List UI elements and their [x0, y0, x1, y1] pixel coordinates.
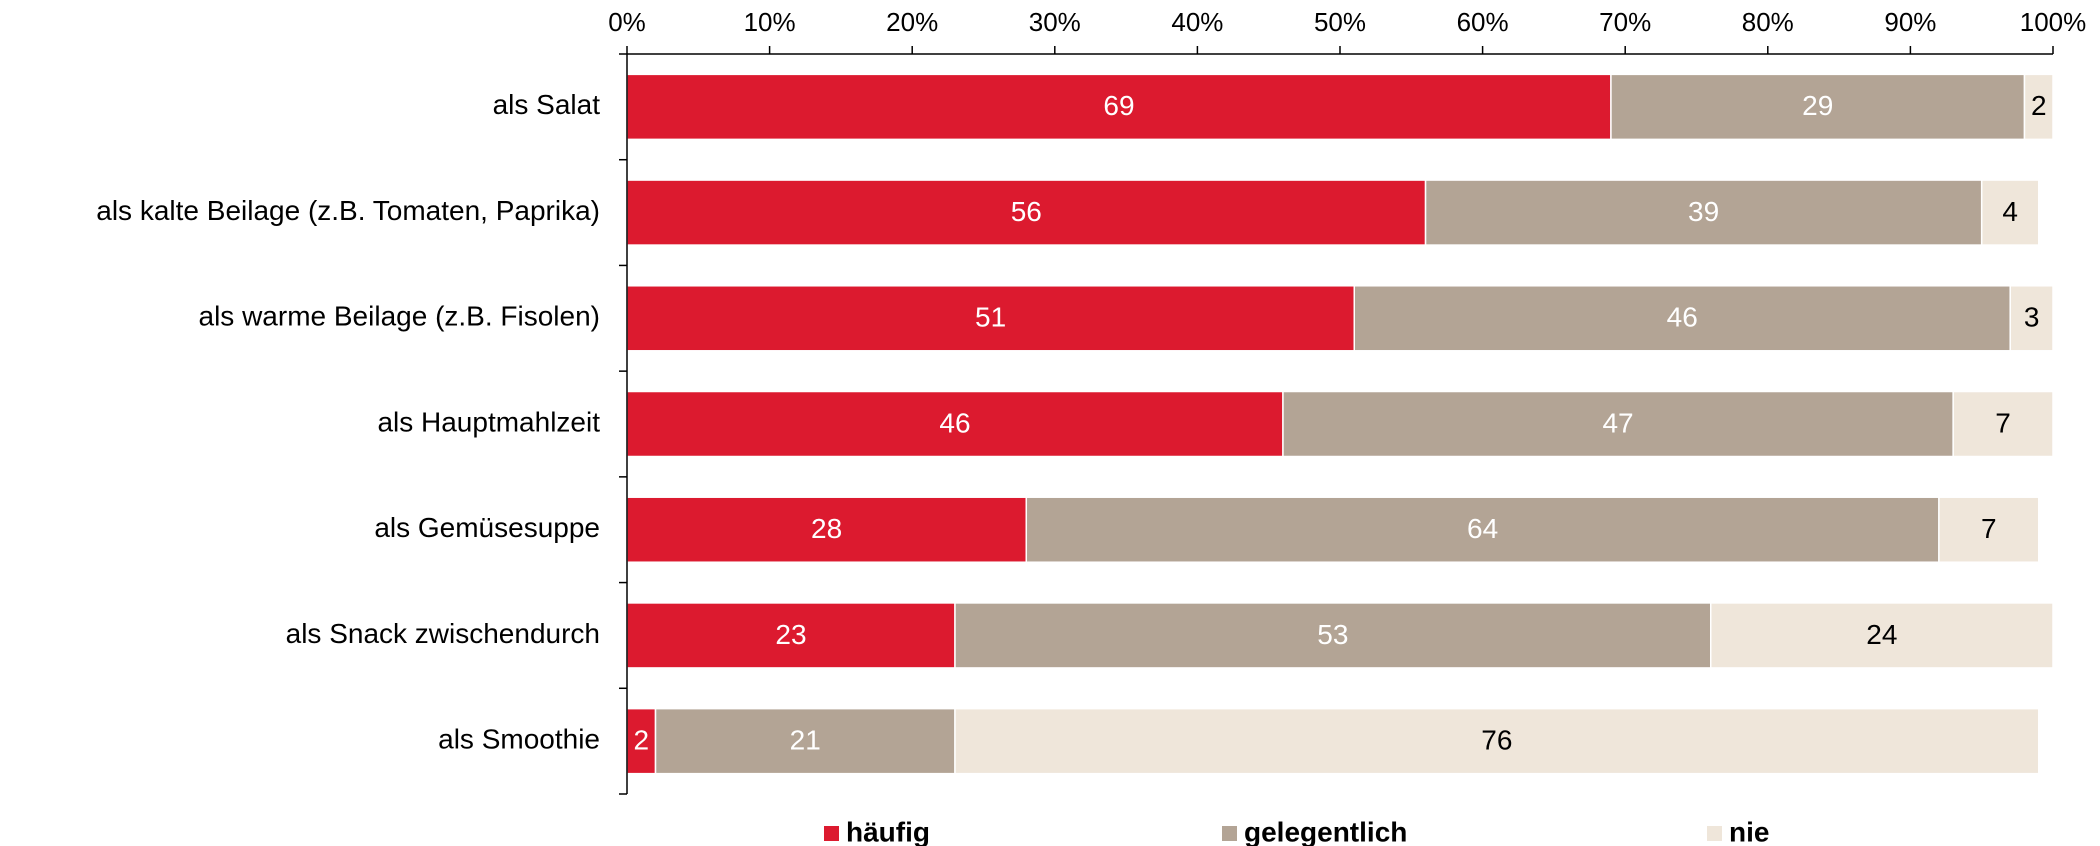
category-label: als Gemüsesuppe [374, 512, 600, 543]
category-label: als Hauptmahlzeit [377, 406, 600, 437]
data-label: 46 [1667, 302, 1698, 333]
data-label: 7 [1981, 513, 1997, 544]
data-label: 23 [775, 619, 806, 650]
data-label: 56 [1011, 196, 1042, 227]
bar-segment [626, 707, 657, 775]
data-label: 2 [633, 725, 649, 756]
data-label: 53 [1317, 619, 1348, 650]
bar-segment [626, 285, 1356, 352]
data-label: 64 [1467, 513, 1498, 544]
data-label: 69 [1103, 90, 1134, 121]
data-label: 51 [975, 302, 1006, 333]
bar-segment [954, 707, 2040, 775]
x-tick-label: 50% [1314, 7, 1366, 37]
bar-segment [954, 602, 1712, 669]
data-label: 3 [2024, 302, 2040, 333]
data-label: 24 [1866, 619, 1897, 650]
legend-label: häufig [846, 816, 930, 846]
bar-segment [2009, 285, 2054, 352]
data-label: 2 [2031, 90, 2047, 121]
data-label: 47 [1602, 407, 1633, 438]
x-tick-label: 80% [1742, 7, 1794, 37]
bar-segment [1710, 602, 2054, 669]
x-tick-label: 70% [1599, 7, 1651, 37]
category-label: als Smoothie [438, 724, 600, 755]
legend-label: nie [1729, 816, 1769, 846]
category-label: als Snack zwischendurch [286, 618, 600, 649]
data-label: 29 [1802, 90, 1833, 121]
bar-segment [1353, 285, 2011, 352]
legend-swatch [1222, 826, 1237, 841]
bar-segment [1424, 179, 1983, 246]
data-label: 46 [939, 407, 970, 438]
bar-segment [1980, 179, 2040, 246]
bar-segment [626, 73, 1612, 141]
bar-segment [1938, 496, 2040, 563]
legend-label: gelegentlich [1244, 816, 1407, 846]
data-label: 7 [1995, 407, 2011, 438]
category-label: als warme Beilage (z.B. Fisolen) [199, 301, 600, 332]
legend-swatch [1707, 826, 1722, 841]
x-tick-label: 30% [1029, 7, 1081, 37]
legend-swatch [824, 826, 839, 841]
bar-segment [1610, 73, 2026, 141]
data-label: 4 [2002, 196, 2018, 227]
x-tick-label: 10% [744, 7, 796, 37]
category-label: als kalte Beilage (z.B. Tomaten, Paprika… [96, 195, 600, 226]
bar-segment [626, 179, 1427, 246]
data-label: 21 [790, 725, 821, 756]
bar-segment [1025, 496, 1940, 563]
bar-segment [626, 496, 1028, 563]
bar-segment [626, 390, 1284, 458]
x-tick-label: 100% [2020, 7, 2087, 37]
category-label: als Salat [493, 89, 601, 120]
bar-segment [2023, 73, 2054, 141]
x-tick-label: 40% [1171, 7, 1223, 37]
x-tick-label: 0% [608, 7, 646, 37]
data-label: 39 [1688, 196, 1719, 227]
x-tick-label: 90% [1884, 7, 1936, 37]
bar-segment [1952, 390, 2054, 458]
data-label: 28 [811, 513, 842, 544]
x-tick-label: 20% [886, 7, 938, 37]
x-tick-label: 60% [1457, 7, 1509, 37]
bar-segment [654, 707, 956, 775]
data-label: 76 [1481, 725, 1512, 756]
